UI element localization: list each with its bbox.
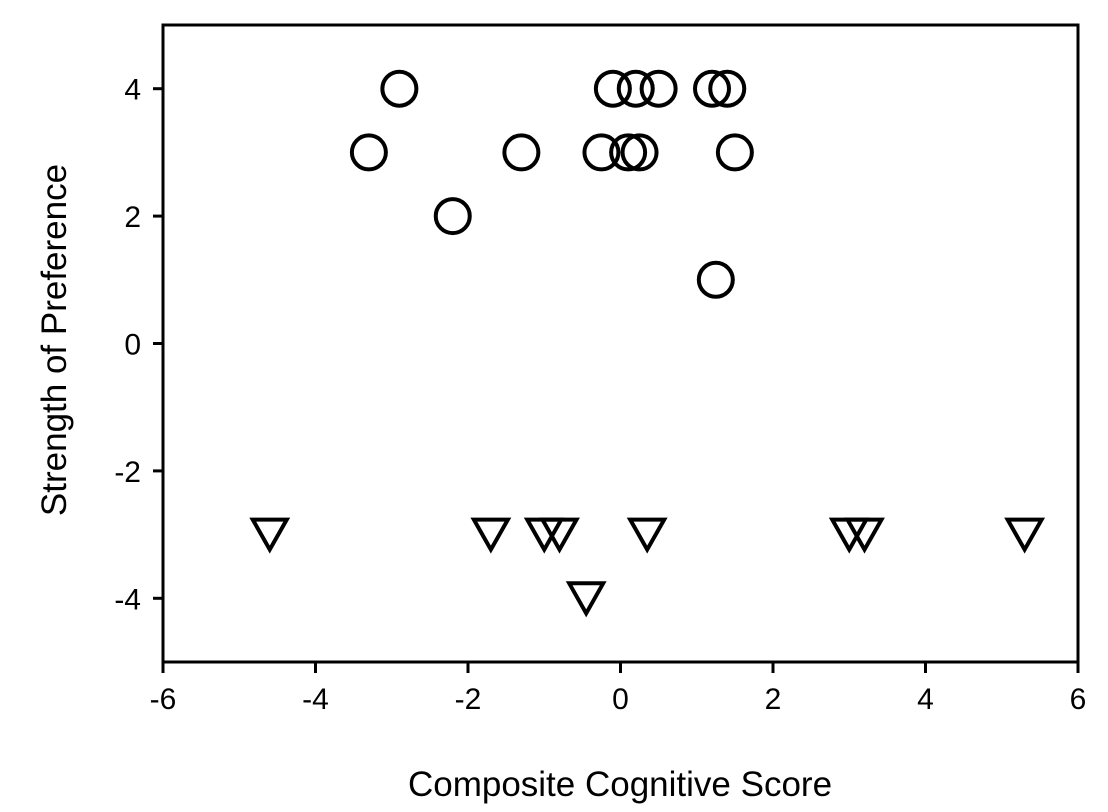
circle-marker: [349, 133, 388, 172]
x-tick-label: 4: [917, 683, 934, 716]
x-tick-label: -2: [455, 683, 482, 716]
circle-marker: [433, 197, 472, 236]
x-tick-label: 6: [1070, 683, 1087, 716]
y-tick-label: 0: [124, 329, 141, 362]
y-axis-ticks: -4 -2 0 2 4: [114, 74, 163, 616]
triangle-down-marker: [626, 517, 668, 554]
triangle-down-marker: [539, 517, 580, 554]
circle-marker: [696, 260, 735, 299]
x-axis-ticks: -6 -4 -2 0 2 4 6: [150, 662, 1087, 716]
circle-marker: [380, 69, 419, 108]
circle-marker: [582, 133, 621, 172]
plot-frame: [161, 23, 1080, 664]
triangle-down-marker: [565, 581, 607, 618]
y-tick-label: 2: [124, 201, 141, 234]
x-tick-label: -6: [150, 683, 177, 716]
circle-marker: [593, 69, 632, 108]
triangle-down-marker: [249, 517, 291, 554]
triangle-down-marker: [470, 517, 512, 554]
circle-marker: [609, 133, 648, 172]
x-tick-label: 2: [765, 683, 782, 716]
y-tick-label: 4: [124, 74, 141, 107]
y-tick-label: -2: [114, 456, 141, 489]
circle-marker: [620, 133, 659, 172]
triangle-down-marker: [1004, 517, 1046, 554]
x-axis-title: Composite Cognitive Score: [408, 765, 832, 804]
x-tick-label: 0: [612, 683, 629, 716]
circle-marker: [639, 69, 678, 108]
y-tick-label: -4: [114, 583, 141, 616]
circle-marker: [693, 69, 731, 108]
y-axis-title: Strength of Preference: [35, 164, 74, 516]
circle-marker: [616, 69, 655, 108]
triangle-down-marker: [844, 517, 885, 554]
circle-marker: [708, 69, 747, 108]
circle-marker: [715, 133, 754, 172]
data-points: [249, 69, 1046, 618]
circle-marker: [502, 133, 541, 172]
x-tick-label: -4: [302, 683, 329, 716]
